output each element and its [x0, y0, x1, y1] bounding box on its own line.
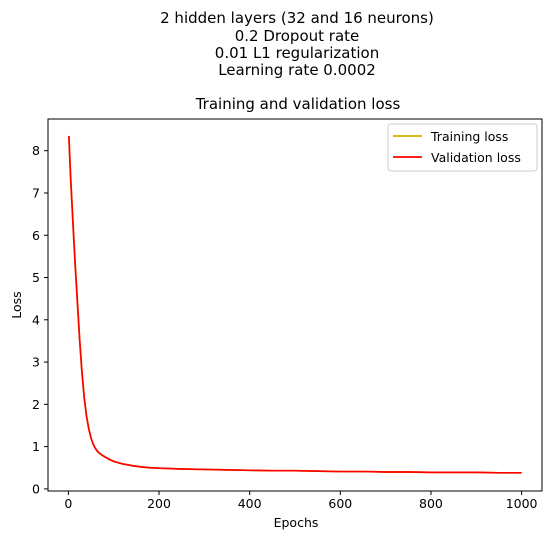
- legend-box: [387, 123, 538, 172]
- suptitle-line: 2 hidden layers (32 and 16 neurons): [160, 9, 434, 27]
- suptitle-line: Learning rate 0.0002: [218, 61, 376, 79]
- x-tick-label: 400: [238, 496, 262, 511]
- series-line-validation: [68, 135, 522, 474]
- x-tick-label: 1000: [506, 496, 538, 511]
- axes: 0 200 400 600 800 1000 0 1 2 3 4 5 6 7 8: [32, 143, 538, 511]
- y-tick-label: 0: [32, 481, 40, 496]
- x-tick-label: 600: [328, 496, 352, 511]
- legend: Training loss Validation loss: [387, 123, 538, 172]
- x-axis-label: Epochs: [274, 515, 319, 530]
- y-tick-label: 1: [32, 439, 40, 454]
- suptitle-line: 0.01 L1 regularization: [214, 44, 380, 62]
- axes-frame: [47, 118, 543, 492]
- y-tick-label: 7: [32, 185, 40, 200]
- y-tick-label: 3: [32, 355, 40, 370]
- x-tick-label: 0: [64, 496, 72, 511]
- y-axis-label: Loss: [9, 291, 24, 318]
- legend-label-training: Training loss: [430, 129, 508, 144]
- y-tick-label: 2: [32, 397, 40, 412]
- plot-lines: [68, 135, 522, 474]
- y-tick-label: 5: [32, 270, 40, 285]
- chart-title: Training and validation loss: [195, 95, 401, 113]
- suptitle-line: 0.2 Dropout rate: [234, 27, 360, 45]
- x-tick-label: 200: [147, 496, 171, 511]
- y-tick-label: 4: [32, 312, 40, 327]
- legend-label-validation: Validation loss: [431, 150, 521, 165]
- y-tick-label: 6: [32, 228, 40, 243]
- x-tick-label: 800: [419, 496, 443, 511]
- y-tick-label: 8: [32, 143, 40, 158]
- series-line-training: [68, 135, 522, 474]
